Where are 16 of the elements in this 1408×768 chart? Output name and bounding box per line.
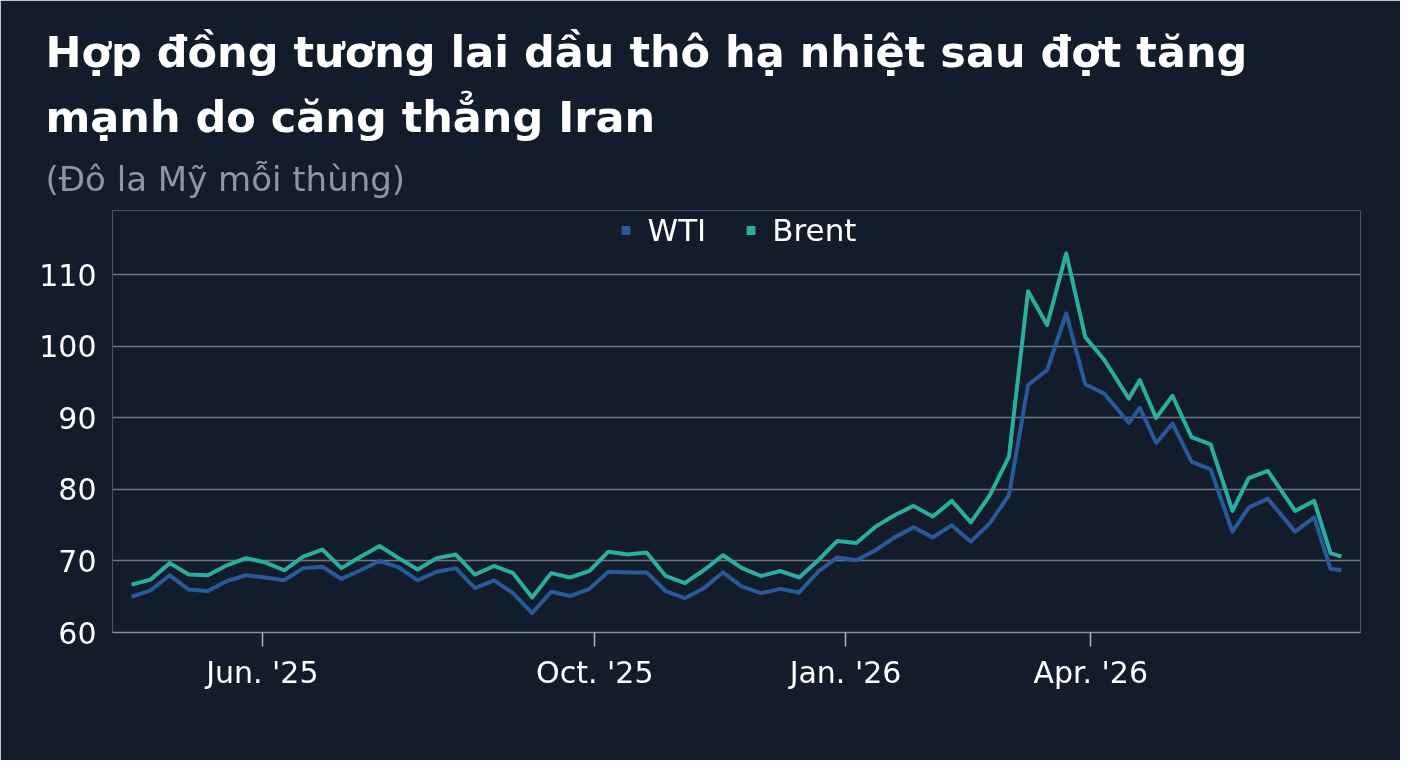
x-tick-label: Jun. '25 (204, 654, 319, 690)
x-tick-label: Jan. '26 (787, 654, 902, 690)
y-tick-label: 90 (58, 400, 97, 436)
legend-label: WTI (647, 212, 707, 248)
y-tick-label: 70 (58, 543, 97, 579)
line-series (129, 311, 1344, 616)
chart-subtitle: (Đô la Mỹ mỗi thùng) (45, 158, 406, 199)
y-tick-label: 60 (58, 615, 97, 651)
y-tick-label: 80 (58, 472, 97, 508)
legend-label: Brent (772, 212, 857, 248)
y-tick-label: 110 (39, 257, 97, 293)
y-tick-label: 100 (39, 329, 97, 365)
chart-title: Hợp đồng tương lai dầu thô hạ nhiệt sau đợt tăng mạnh do căng thẳng Iran (45, 26, 1248, 142)
line-series (129, 251, 1344, 600)
x-tick-label: Oct. '25 (536, 654, 654, 690)
x-tick-label: Apr. '26 (1033, 654, 1149, 690)
